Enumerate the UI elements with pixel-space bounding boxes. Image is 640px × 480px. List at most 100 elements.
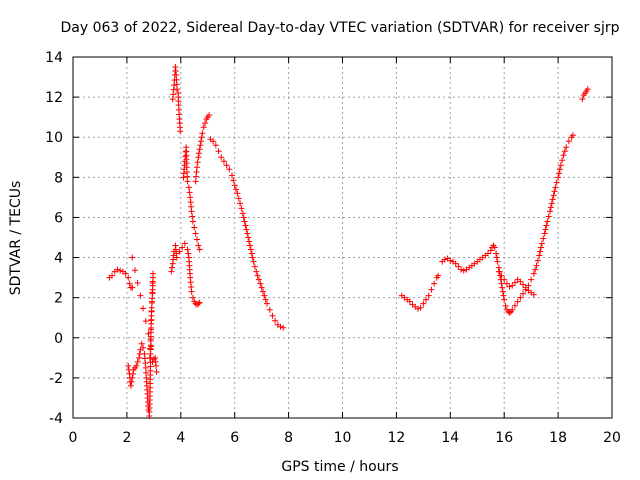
y-tick-label: 6 [54,210,63,226]
data-point [126,280,133,287]
data-point [431,280,438,287]
y-tick-label: -2 [49,371,63,387]
data-point [547,208,554,215]
data-point [185,184,192,191]
data-point [140,344,147,351]
data-point [501,276,508,283]
data-point [534,257,541,264]
data-point [246,242,253,249]
data-point [537,248,544,255]
data-point [149,279,156,286]
tick-labels: 0 2 4 6 8 10 12 14 16 18 20 -4 -2 0 2 4 6 8 10 12 14 [45,50,621,446]
y-tick-label: 8 [54,170,63,186]
x-tick-label: 4 [176,430,185,446]
data-point [173,254,180,261]
x-tick-label: 2 [122,430,131,446]
data-point [247,246,254,253]
data-point [509,306,516,313]
x-tick-label: 8 [284,430,293,446]
data-point [218,154,225,161]
data-point [249,254,256,261]
data-point [148,308,155,315]
data-point [140,305,147,312]
y-tick-label: 4 [54,251,63,267]
data-point [195,300,202,307]
y-tick-label: 10 [45,130,63,146]
data-point [196,299,203,306]
data-point [202,120,209,127]
data-point [174,86,181,93]
data-point [233,186,240,193]
data-point [499,284,506,291]
data-point [176,248,183,255]
data-point [215,148,222,155]
data-point [240,214,247,221]
data-point [253,268,260,275]
data-point [530,270,537,277]
data-point [269,312,276,319]
data-point [188,208,195,215]
data-point [210,138,217,145]
data-point [441,256,448,263]
data-point [231,182,238,189]
x-axis-label: GPS time / hours [281,459,398,475]
data-point [235,195,242,202]
data-point [150,270,157,277]
data-point [148,343,155,350]
data-point [181,240,188,247]
x-tick-label: 0 [69,430,78,446]
data-point [250,258,257,265]
data-point [129,374,136,381]
data-point [420,300,427,307]
data-point [199,130,206,137]
data-point [239,210,246,217]
data-point [142,318,149,325]
data-point [197,142,204,149]
data-point [243,226,250,233]
data-point [246,238,253,245]
data-point [125,362,132,369]
data-point [127,382,134,389]
data-point [122,270,129,277]
data-point [259,288,266,295]
data-point [522,284,529,291]
data-point [148,317,155,324]
data-point [198,138,205,145]
data-point [549,196,556,203]
data-point [495,268,502,275]
data-point [555,174,562,181]
data-point [185,250,192,257]
y-tick-label: 12 [45,90,63,106]
data-point [192,230,199,237]
data-point [242,222,249,229]
data-point [579,96,586,103]
data-point [148,298,155,305]
data-point [189,294,196,301]
x-tick-label: 20 [603,430,621,446]
data-point [511,279,518,286]
data-point [169,264,176,271]
data-point [280,324,287,331]
data-point [544,218,551,225]
x-tick-label: 16 [495,430,513,446]
data-point [131,267,138,274]
data-point [189,213,196,220]
data-point [136,354,143,361]
data-point [538,240,545,247]
data-point [114,266,121,273]
data-point [506,309,513,316]
data-point [428,286,435,293]
data-point [547,204,554,211]
data-point [184,178,191,185]
data-point [194,159,201,166]
data-point [458,266,465,273]
data-point [117,267,124,274]
data-point [550,192,557,199]
chart-title: Day 063 of 2022, Sidereal Day-to-day VTE… [60,20,619,36]
x-tick-label: 14 [441,430,459,446]
data-point [501,296,508,303]
data-point [186,189,193,196]
data-point [541,230,548,237]
data-point [254,272,261,279]
x-tick-label: 6 [230,430,239,446]
